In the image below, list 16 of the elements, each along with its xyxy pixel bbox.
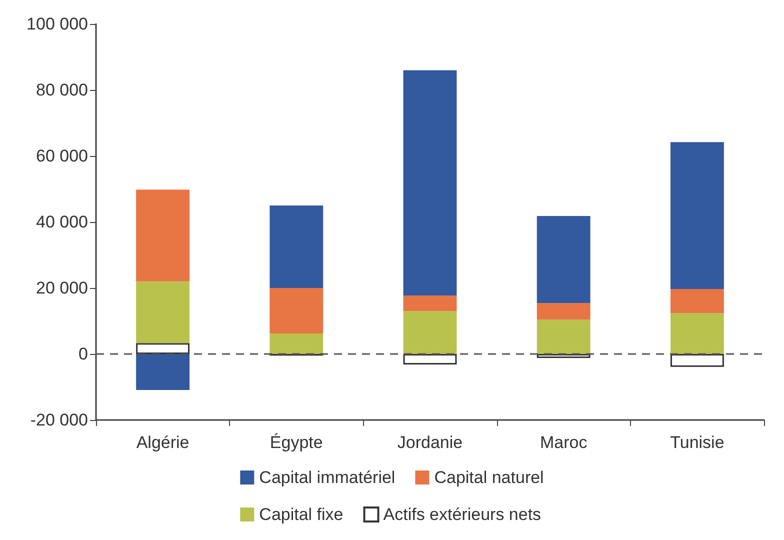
x-tick-label: Tunisie	[670, 433, 724, 452]
y-tick-label: 20 000	[36, 278, 88, 298]
x-tick-label: Jordanie	[397, 433, 463, 452]
y-tick-label: -20 000	[30, 410, 88, 430]
y-tick-label: 40 000	[36, 212, 88, 232]
legend-label: Capital naturel	[434, 468, 544, 487]
x-tick-label: Maroc	[540, 433, 588, 452]
legend-label: Capital fixe	[259, 505, 344, 524]
y-tick-label: 0	[78, 344, 88, 364]
x-tick-label: Algérie	[136, 433, 190, 452]
legend-label: Capital immatériel	[259, 468, 396, 487]
y-tick-label: 80 000	[36, 80, 88, 100]
y-tick-label: 100 000	[26, 14, 88, 34]
legend-label: Actifs extérieurs nets	[383, 505, 542, 524]
y-tick-label: 60 000	[36, 146, 88, 166]
x-tick-label: Égypte	[270, 433, 323, 452]
